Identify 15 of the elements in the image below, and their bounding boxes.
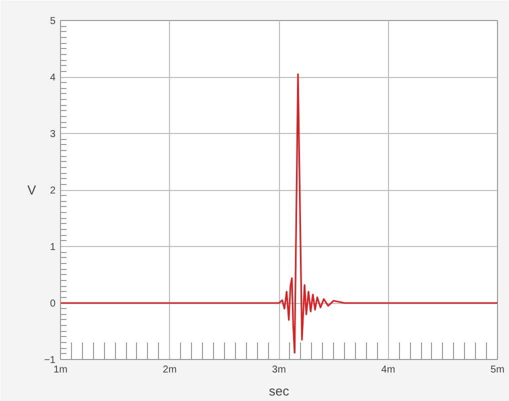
x-tick-label: 5m (490, 364, 504, 376)
x-tick-label: 2m (162, 364, 177, 376)
y-tick-label: 1 (50, 242, 56, 253)
y-tick-label: 5 (50, 16, 56, 27)
y-axis-title: V (27, 182, 36, 198)
y-tick-label: 0 (50, 298, 56, 310)
y-tick-label: 3 (50, 129, 56, 140)
line-series (60, 73, 498, 354)
x-axis-title: sec (268, 384, 290, 398)
y-tick-label: 4 (50, 72, 56, 84)
y-tick-label: 2 (50, 186, 56, 196)
y-tick-label: −1 (44, 355, 56, 366)
x-tick-label: 1m (54, 364, 68, 376)
x-tick-label: 4m (381, 364, 396, 376)
x-tick-label: 3m (272, 364, 286, 376)
